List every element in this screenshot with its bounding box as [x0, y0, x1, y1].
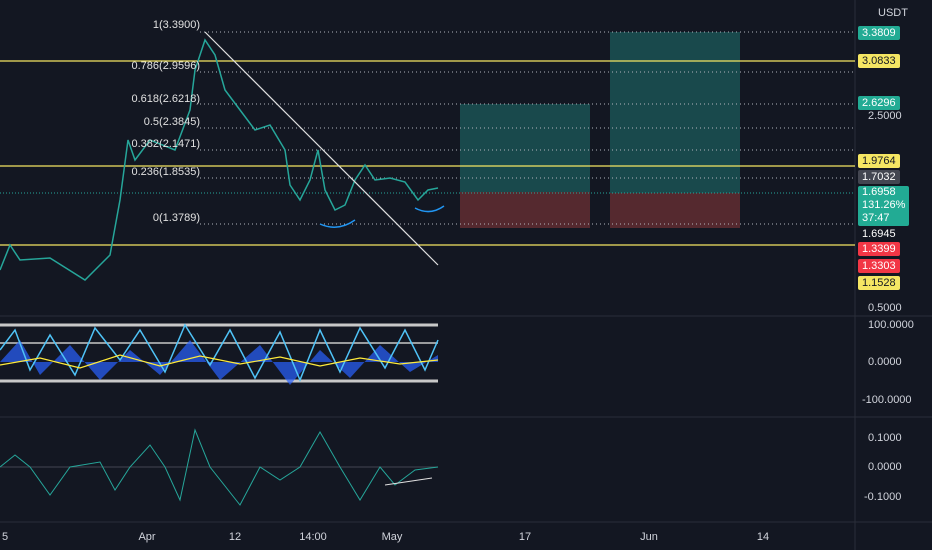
price-tick: 2.5000 — [868, 110, 902, 122]
long-stop-zone — [460, 192, 590, 228]
fib-label: 0.382(2.1471) — [131, 138, 201, 150]
time-tick: Apr — [138, 531, 156, 543]
change-percent: 131.26% — [862, 199, 906, 211]
currency-label: USDT — [878, 7, 908, 19]
oscillator-signal — [0, 354, 439, 369]
divergence-line — [384, 477, 433, 486]
countdown: 37:47 — [862, 212, 890, 224]
fib-label: 1(3.3900) — [152, 19, 200, 31]
price-label: 2.6296 — [858, 96, 900, 110]
price-tick: 0.5000 — [868, 302, 902, 314]
price-label: 3.0833 — [858, 54, 900, 68]
long-stop-zone — [610, 193, 740, 228]
price-label: 1.7032 — [858, 170, 900, 184]
horizontal-levels — [0, 60, 855, 246]
long-target-zone — [610, 32, 740, 193]
macd-histogram — [0, 428, 439, 506]
time-tick: 12 — [228, 531, 242, 543]
price-label: 1.9764 — [858, 154, 900, 168]
oscillator-tick: 0.0000 — [868, 356, 902, 368]
macd-tick: 0.1000 — [868, 432, 902, 444]
price-label: 3.3809 — [858, 26, 900, 40]
oscillator-line — [0, 323, 439, 382]
time-tick: 17 — [518, 531, 532, 543]
macd-tick: -0.1000 — [864, 491, 902, 503]
pattern-arc — [414, 205, 445, 213]
current-price-label: 1.6958 131.26% 37:47 — [858, 186, 910, 226]
oscillator-tick: 100.0000 — [868, 319, 914, 331]
fib-label: 0.236(1.8535) — [131, 166, 201, 178]
time-tick: 5 — [1, 531, 9, 543]
oscillator-tick: -100.0000 — [862, 394, 912, 406]
price-label: 1.3399 — [858, 242, 900, 256]
price-line — [0, 38, 439, 281]
fib-label: 0.618(2.6218) — [131, 93, 201, 105]
oscillator-area — [0, 340, 438, 385]
oscillator-bands — [0, 323, 438, 383]
time-tick: 14:00 — [299, 531, 327, 543]
time-tick: May — [381, 531, 403, 543]
fib-label: 0.786(2.9596) — [131, 60, 201, 72]
time-tick: Jun — [640, 531, 658, 543]
price-label: 1.1528 — [858, 276, 900, 290]
current-price: 1.6958 — [862, 186, 896, 198]
time-tick: 14 — [756, 531, 770, 543]
macd-tick: 0.0000 — [868, 461, 902, 473]
long-target-zone — [460, 104, 590, 192]
pattern-arc — [319, 219, 356, 228]
trendline — [204, 31, 439, 266]
fib-label: 0(1.3789) — [152, 212, 200, 224]
fib-label: 0.5(2.3845) — [143, 116, 200, 128]
price-label: 1.3303 — [858, 259, 900, 273]
price-label: 1.6945 — [858, 227, 900, 241]
